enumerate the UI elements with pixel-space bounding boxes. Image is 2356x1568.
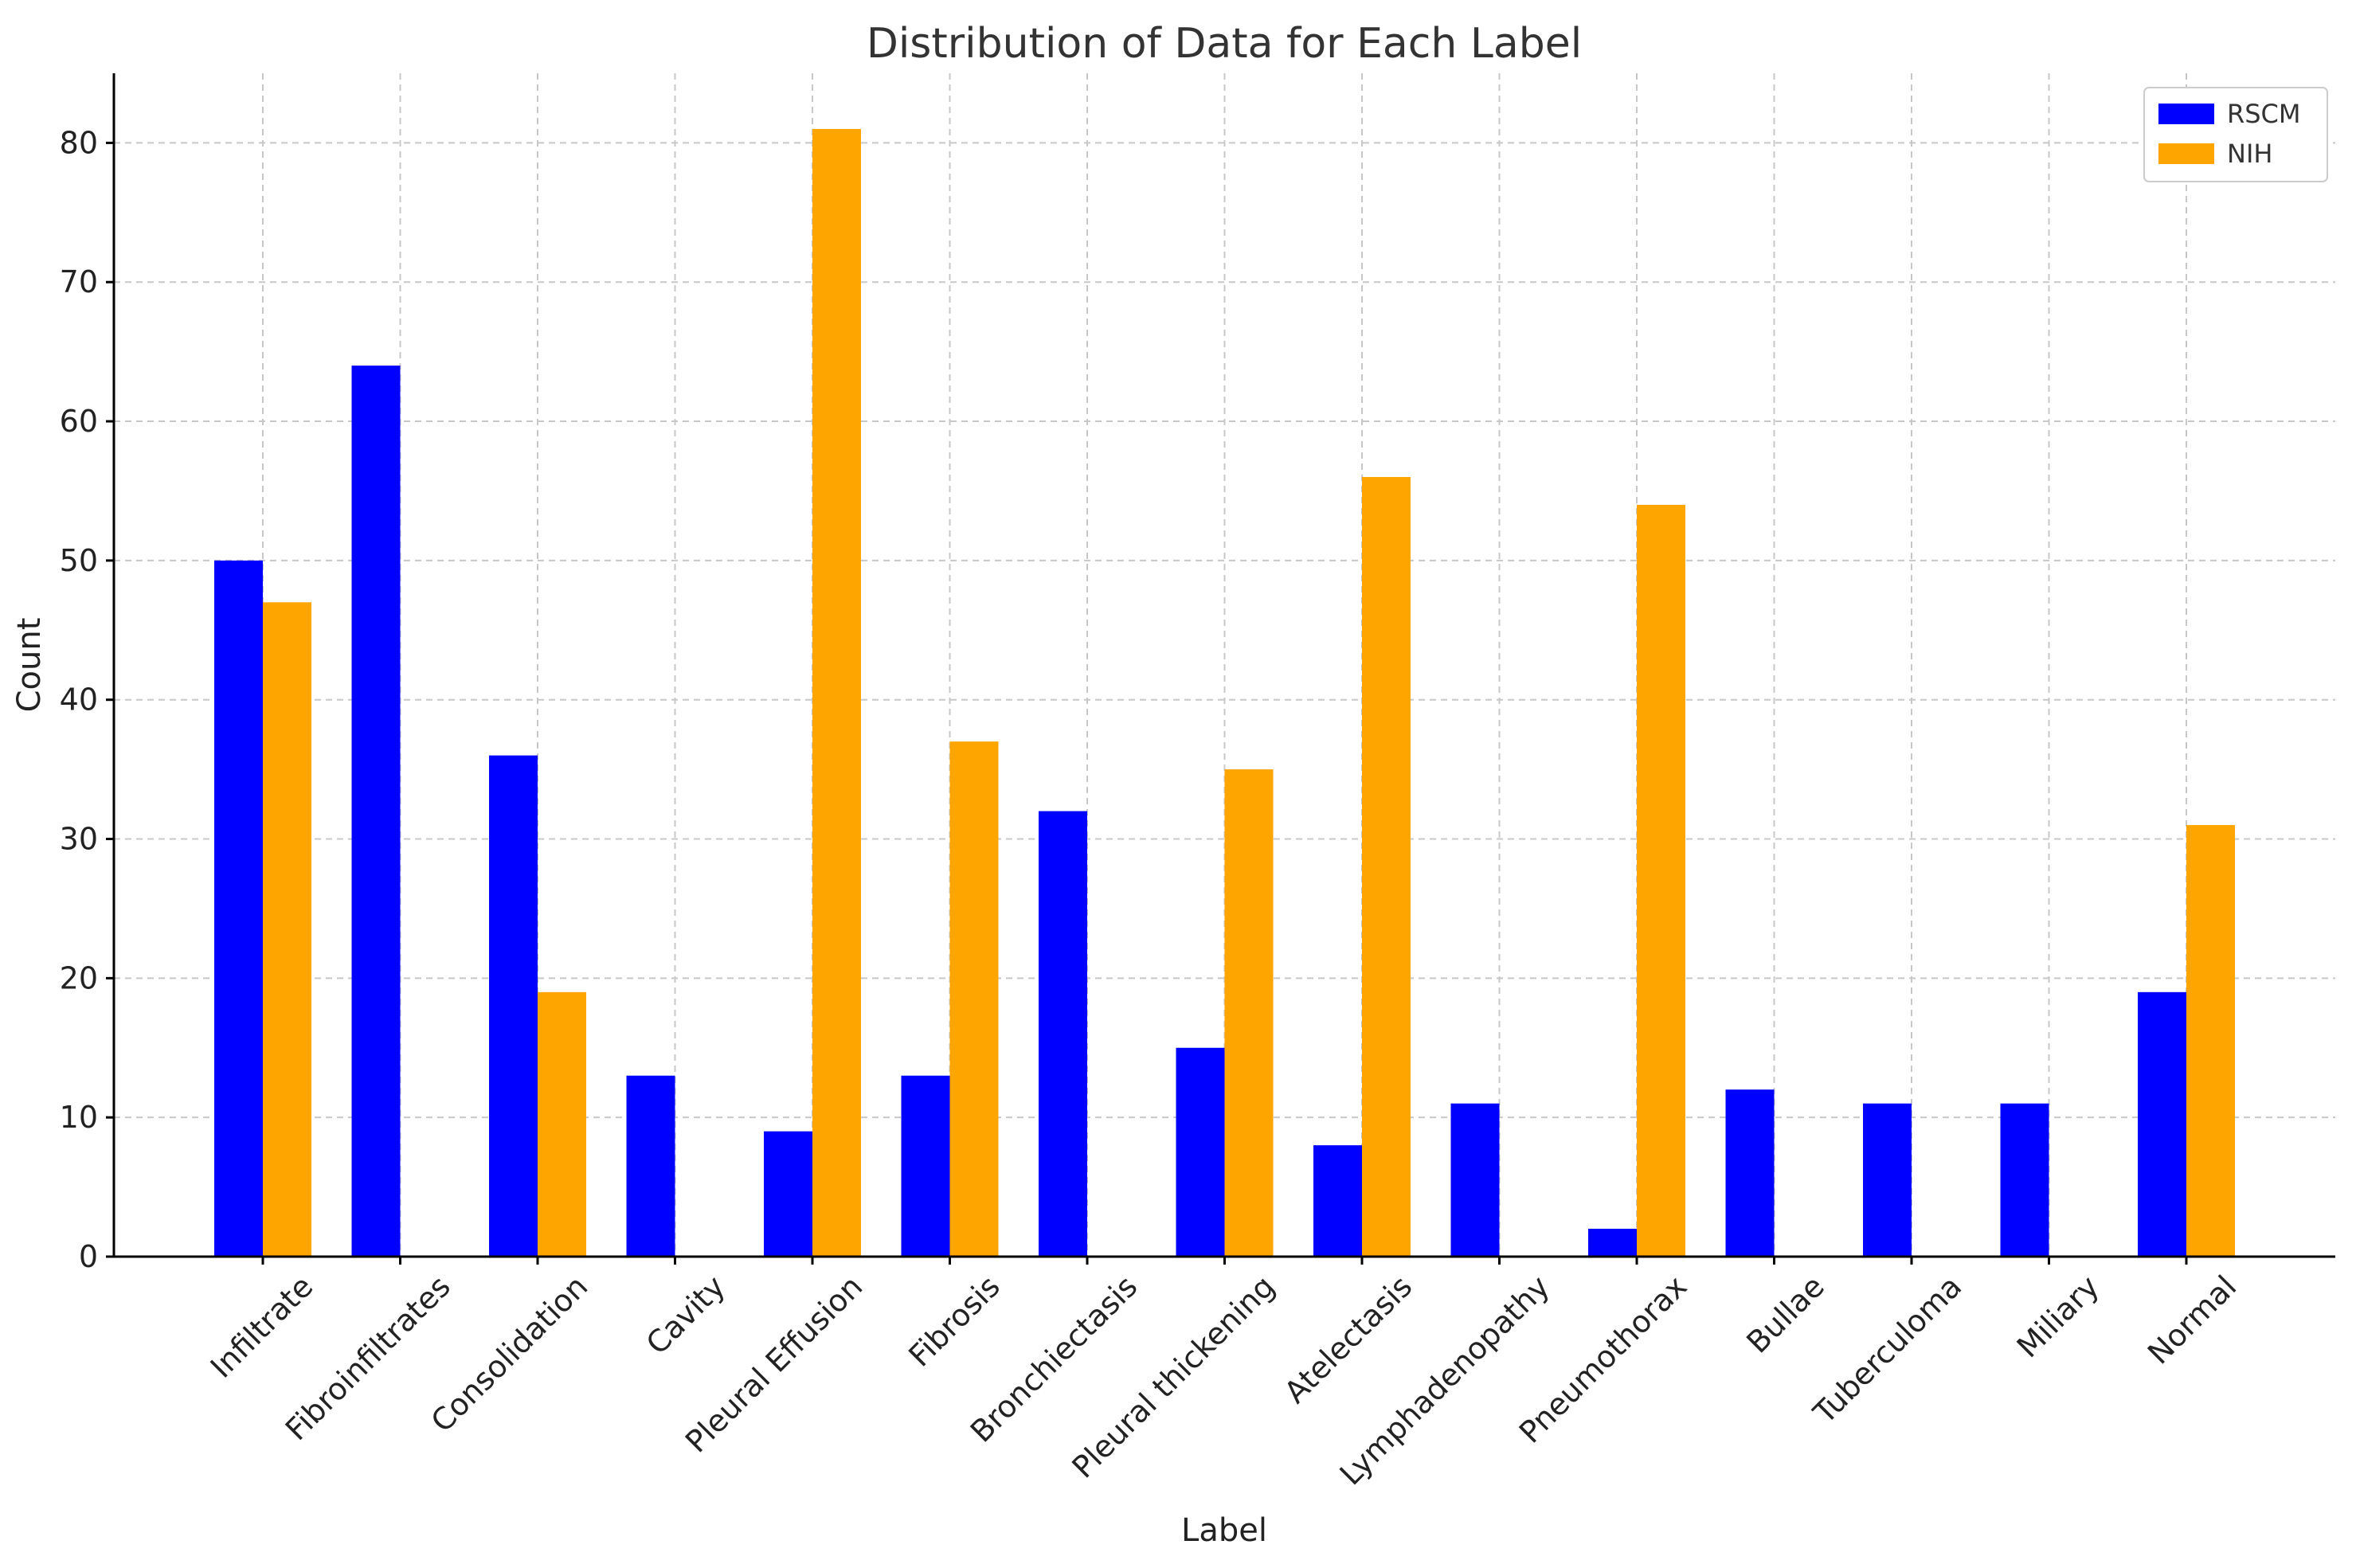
x-tick-label: Bullae [1740,1269,1831,1360]
bar-rscm-fibrosis [901,1075,950,1257]
legend-label-nih: NIH [2227,139,2272,169]
bar-rscm-bullae [1725,1089,1775,1257]
bar-rscm-fibroinfiltrates [351,366,401,1257]
x-axis-title: Label [1181,1512,1267,1549]
bar-rscm-normal [2138,991,2186,1257]
bar-rscm-infiltrate [214,560,263,1257]
legend-label-rscm: RSCM [2227,99,2301,129]
bar-rscm-pleural-effusion [764,1131,812,1257]
y-tick-label: 10 [60,1100,98,1135]
y-tick-label: 0 [79,1239,98,1274]
chart-title: Distribution of Data for Each Label [867,20,1582,68]
x-tick-label: Tuberculoma [1806,1269,1969,1431]
bar-nih-infiltrate [263,602,311,1257]
bar-rscm-cavity [626,1075,675,1257]
bar-rscm-bronchiectasis [1039,811,1087,1257]
legend-swatch-rscm [2158,104,2214,124]
bars [214,128,2235,1257]
x-tick-label: Fibrosis [902,1269,1006,1373]
bar-rscm-lymphadenopathy [1450,1103,1500,1257]
bar-nih-fibrosis [949,741,999,1257]
bar-rscm-consolidation [489,755,538,1257]
legend-swatch-nih [2158,143,2214,164]
y-axis-title: Count [11,618,48,713]
bar-nih-consolidation [538,991,586,1257]
y-tick-label: 20 [60,960,98,995]
x-tick-label: Atelectasis [1278,1269,1419,1410]
bar-rscm-miliary [2000,1103,2049,1257]
x-tick-label: Normal [2141,1269,2243,1371]
y-tick-label: 40 [60,682,98,718]
bar-nih-pleural-thickening [1224,769,1274,1257]
x-tick-label: Infiltrate [204,1269,320,1385]
bar-nih-pleural-effusion [812,128,861,1257]
bar-rscm-atelectasis [1313,1145,1362,1257]
x-tick-label: Cavity [640,1269,732,1361]
y-tick-label: 30 [60,822,98,857]
bar-rscm-tuberculoma [1863,1103,1912,1257]
legend: RSCM NIH [2143,87,2328,182]
y-tick-label: 50 [60,543,98,578]
y-tick-label: 80 [60,125,98,160]
bar-rscm-pleural-thickening [1176,1047,1225,1257]
bar-nih-normal [2186,825,2235,1257]
x-tick-label: Miliary [2010,1269,2106,1364]
y-tick-label: 60 [60,404,98,439]
y-tick-label: 70 [60,264,98,299]
bar-nih-pneumothorax [1637,504,1685,1257]
bar-rscm-pneumothorax [1588,1229,1637,1257]
bar-nih-atelectasis [1362,476,1411,1257]
